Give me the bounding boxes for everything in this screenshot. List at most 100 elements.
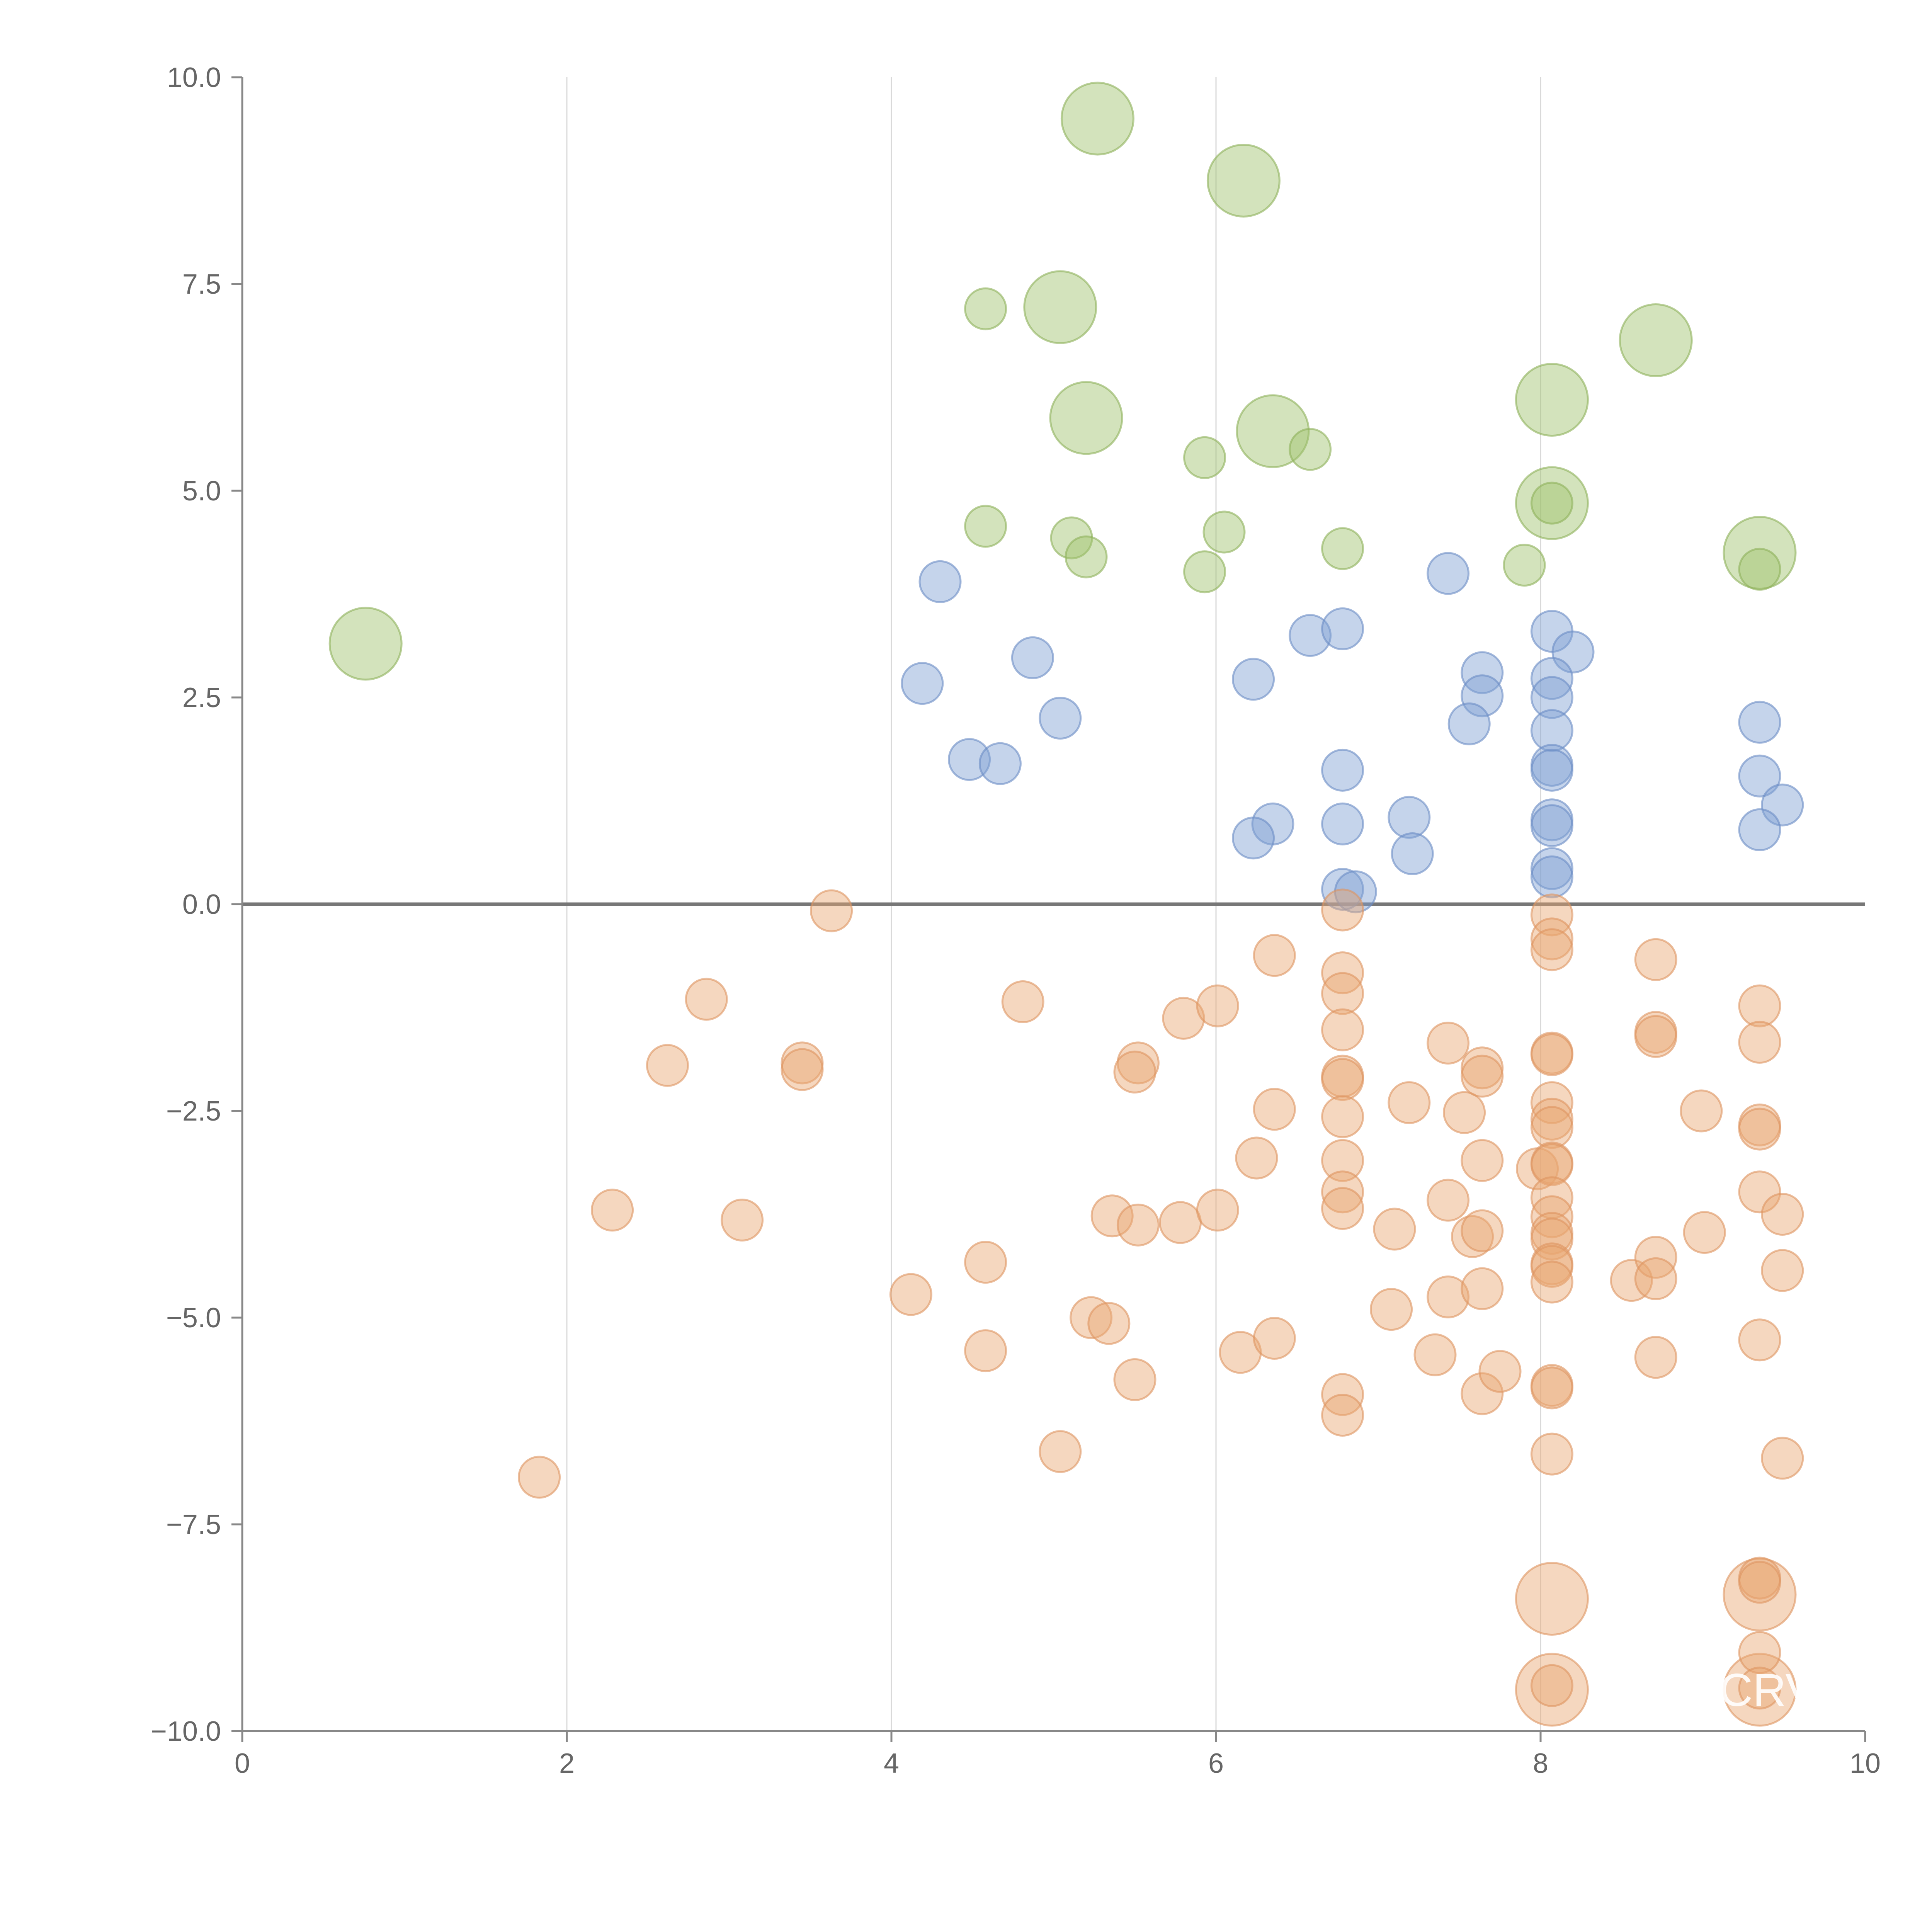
blue-point xyxy=(948,738,991,781)
green-point xyxy=(1515,466,1589,540)
axes xyxy=(231,76,1866,1742)
orange-point xyxy=(1413,1333,1457,1376)
orange-point xyxy=(1738,984,1781,1027)
x-tick-label: 10 xyxy=(1850,1748,1881,1779)
orange-point xyxy=(1321,1139,1364,1182)
green-point xyxy=(1503,544,1546,587)
orange-point xyxy=(1761,1437,1804,1480)
orange-point xyxy=(1461,1267,1504,1310)
orange-point xyxy=(1530,893,1573,937)
orange-point xyxy=(1321,972,1364,1015)
orange-point xyxy=(1461,1209,1504,1252)
orange-point xyxy=(1388,1081,1431,1124)
orange-point xyxy=(1515,1562,1589,1636)
blue-point xyxy=(1321,748,1364,792)
orange-point xyxy=(889,1273,932,1316)
x-tick-label: 8 xyxy=(1533,1748,1548,1779)
orange-point xyxy=(1634,1236,1677,1279)
x-tick-label: 2 xyxy=(559,1748,575,1779)
blue-point xyxy=(1530,804,1573,847)
green-point xyxy=(1236,394,1310,468)
blue-point xyxy=(1738,701,1781,744)
orange-point xyxy=(1738,1667,1781,1710)
blue-point xyxy=(1530,748,1573,792)
orange-point xyxy=(518,1456,561,1499)
blue-point xyxy=(901,662,944,705)
orange-point xyxy=(1530,1432,1573,1476)
orange-point xyxy=(1321,1394,1364,1437)
orange-point xyxy=(1427,1276,1470,1318)
y-tick-label: −7.5 xyxy=(166,1509,221,1540)
orange-point xyxy=(1116,1203,1160,1247)
orange-point xyxy=(1321,1187,1364,1230)
blue-point xyxy=(1391,832,1434,875)
data-points xyxy=(328,82,1804,1727)
orange-point xyxy=(1461,1372,1504,1415)
orange-point xyxy=(1070,1296,1113,1339)
blue-point xyxy=(1232,816,1275,860)
orange-point xyxy=(1761,1249,1804,1292)
orange-point xyxy=(1090,1194,1134,1238)
orange-point xyxy=(1159,1201,1202,1244)
green-point xyxy=(1619,303,1693,378)
orange-point xyxy=(1162,997,1205,1040)
orange-point xyxy=(721,1198,764,1242)
orange-point xyxy=(1427,1179,1470,1222)
orange-point xyxy=(1321,888,1364,932)
orange-point xyxy=(1461,1139,1504,1182)
blue-point xyxy=(1530,676,1573,719)
y-tick-label: −5.0 xyxy=(166,1303,221,1333)
orange-point xyxy=(1530,1260,1573,1304)
orange-point xyxy=(1680,1089,1723,1133)
orange-point xyxy=(810,889,853,932)
blue-point xyxy=(1232,658,1275,701)
orange-point xyxy=(1738,1107,1781,1151)
orange-point xyxy=(964,1329,1007,1372)
orange-point xyxy=(1530,1195,1573,1238)
orange-point xyxy=(1443,1091,1486,1134)
blue-point xyxy=(1761,783,1804,827)
green-point xyxy=(1049,381,1123,455)
orange-point xyxy=(964,1241,1007,1284)
orange-point xyxy=(1113,1358,1156,1401)
blue-point xyxy=(1551,630,1595,673)
blue-point xyxy=(1530,657,1573,700)
green-point xyxy=(1206,144,1281,218)
orange-point xyxy=(1530,1106,1573,1149)
orange-point xyxy=(1087,1302,1131,1345)
orange-point xyxy=(1530,928,1573,971)
orange-point xyxy=(1634,938,1677,981)
blue-point xyxy=(1530,855,1573,898)
orange-point xyxy=(1530,1081,1573,1124)
green-point xyxy=(1065,535,1108,578)
green-point xyxy=(1060,82,1134,156)
green-point xyxy=(1202,510,1246,554)
y-tick-label: 2.5 xyxy=(182,682,221,713)
orange-point xyxy=(1530,1664,1573,1707)
orange-point xyxy=(1321,1058,1364,1101)
orange-point xyxy=(1373,1208,1416,1251)
orange-point xyxy=(1530,1245,1573,1288)
orange-point xyxy=(1001,980,1044,1024)
orange-point xyxy=(1738,1318,1781,1362)
orange-point xyxy=(1723,1558,1797,1632)
orange-point xyxy=(1253,1317,1296,1360)
orange-point xyxy=(591,1189,634,1232)
blue-point xyxy=(1321,802,1364,845)
orange-point xyxy=(1738,1631,1781,1674)
orange-point xyxy=(1461,1054,1504,1098)
orange-point xyxy=(1370,1288,1413,1331)
orange-point xyxy=(1683,1211,1726,1254)
blue-point xyxy=(1289,614,1332,657)
orange-point xyxy=(1196,984,1239,1027)
green-point xyxy=(1515,363,1589,437)
blue-point xyxy=(918,560,962,603)
blue-point xyxy=(1738,754,1781,798)
orange-point xyxy=(1761,1193,1804,1236)
green-point xyxy=(1023,270,1097,344)
y-tick-label: 7.5 xyxy=(182,269,221,300)
green-point xyxy=(964,287,1007,330)
orange-point xyxy=(1427,1022,1470,1065)
green-point xyxy=(1183,550,1226,594)
